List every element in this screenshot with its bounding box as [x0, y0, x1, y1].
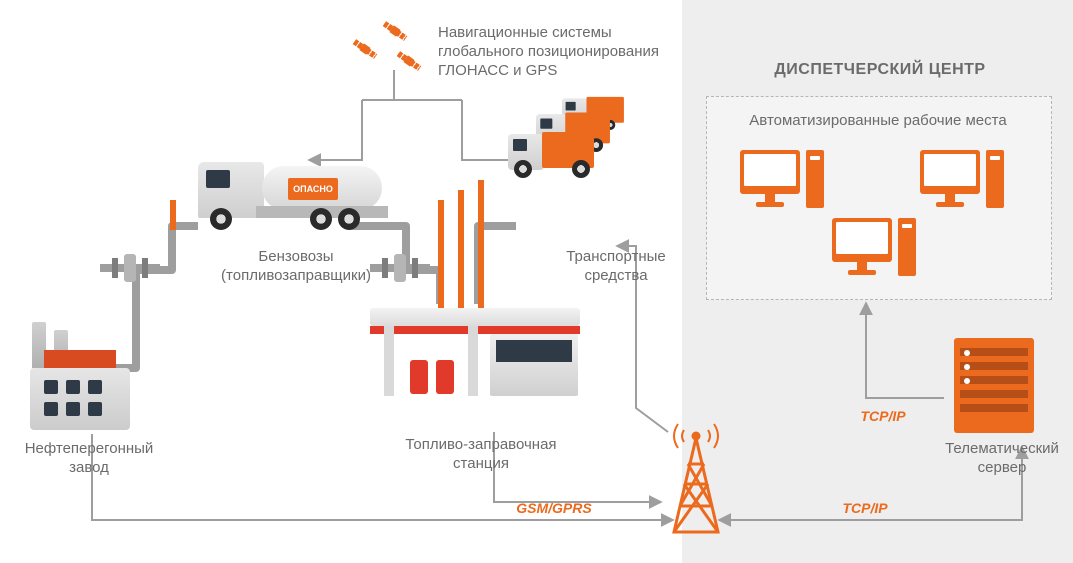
vehicles-label: Транспортные средства — [536, 248, 696, 286]
satellites-label: Навигационные системы глобального позици… — [438, 24, 678, 80]
workstation-icon — [920, 150, 980, 207]
cell-tower-icon — [660, 420, 732, 540]
orange-pipe — [438, 200, 444, 310]
server-label: Телематический сервер — [922, 440, 1073, 478]
workstation-icon — [740, 150, 800, 207]
server-rack-icon — [954, 338, 1034, 433]
refinery-icon — [20, 320, 140, 430]
tcpip-link-label: TCP/IP — [848, 408, 918, 424]
satellite-icon — [352, 18, 432, 78]
cargo-trucks-icon — [508, 130, 668, 240]
danger-badge: ОПАСНО — [288, 178, 338, 200]
gsm-link-label: GSM/GPRS — [504, 500, 604, 516]
tankers-label: Бензовозы (топливозаправщики) — [196, 248, 396, 286]
pipe-coupling-icon — [100, 254, 160, 284]
dispatch-title: ДИСПЕТЧЕРСКИЙ ЦЕНТР — [710, 60, 1050, 80]
orange-pipe — [170, 200, 176, 230]
orange-pipe — [478, 180, 484, 310]
tcpip-link-label: TCP/IP — [830, 500, 900, 516]
diagram-canvas: ДИСПЕТЧЕРСКИЙ ЦЕНТР Автоматизированные р… — [0, 0, 1073, 563]
gas-station-icon — [370, 298, 580, 428]
station-label: Топливо-заправочная станция — [376, 436, 586, 474]
orange-pipe — [458, 190, 464, 310]
workstation-icon — [832, 218, 892, 275]
refinery-label: Нефтеперегонный завод — [4, 440, 174, 478]
dispatch-panel-title: Автоматизированные рабочие места — [716, 112, 1040, 131]
fuel-truck-icon: ОПАСНО — [198, 130, 388, 230]
